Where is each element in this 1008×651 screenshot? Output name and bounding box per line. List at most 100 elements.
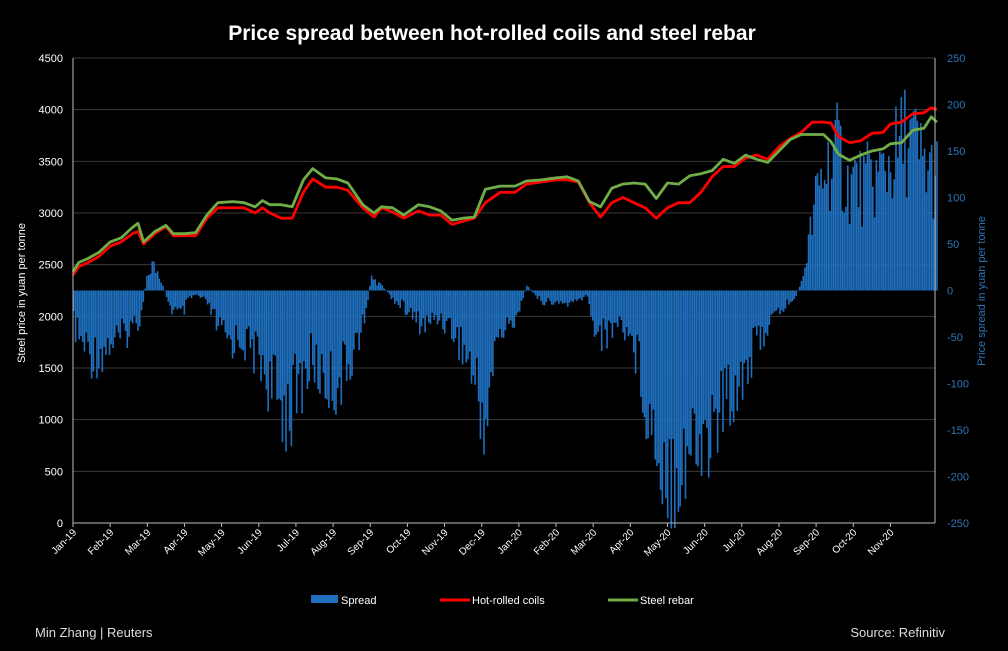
spread-bar: [235, 290, 237, 326]
spread-bar: [538, 290, 541, 297]
spread-bar: [78, 290, 80, 340]
x-tick-label: Jan-19: [50, 527, 80, 557]
spread-bar: [204, 290, 207, 300]
spread-bar: [834, 119, 837, 291]
left-tick-label: 0: [57, 518, 63, 530]
spread-bar: [411, 290, 414, 320]
chart-title: Price spread between hot-rolled coils an…: [228, 22, 756, 45]
spread-bar: [263, 290, 266, 375]
spread-bar: [615, 290, 617, 323]
spread-bar: [110, 290, 113, 345]
spread-bar: [695, 290, 698, 465]
spread-bar: [547, 290, 549, 299]
right-tick-label: 50: [947, 239, 959, 251]
spread-bar: [351, 290, 353, 377]
spread-bar: [158, 278, 161, 291]
legend-label: Spread: [341, 595, 376, 607]
spread-bar: [397, 290, 400, 306]
spread-bar: [645, 290, 648, 440]
spread-bar: [279, 290, 282, 401]
spread-bar: [313, 290, 316, 383]
spread-bar: [861, 226, 863, 291]
spread-bar: [367, 290, 369, 301]
spread-bar: [174, 290, 177, 307]
spread-bar: [611, 290, 614, 339]
spread-bar: [228, 290, 230, 336]
spread-bar: [761, 290, 764, 327]
spread-bar: [285, 290, 287, 452]
x-tick-label: Mar-20: [569, 527, 599, 557]
spread-bar: [738, 290, 740, 387]
spread-bar: [81, 290, 84, 342]
spread-bar: [527, 286, 530, 291]
spread-bar: [424, 290, 426, 333]
spread-bar: [472, 290, 475, 376]
spread-bar: [196, 290, 198, 295]
spread-bar: [238, 290, 241, 348]
spread-bar: [520, 290, 523, 301]
spread-bar: [149, 273, 152, 291]
x-tick-label: May-19: [196, 527, 228, 559]
spread-bar: [187, 290, 189, 298]
spread-bar: [451, 290, 453, 340]
spread-bar: [920, 123, 922, 291]
spread-bar: [600, 290, 603, 352]
spread-bar: [121, 290, 123, 319]
spread-bar: [684, 290, 687, 499]
spread-bar: [804, 267, 806, 291]
spread-bar: [764, 290, 767, 333]
right-tick-label: 0: [947, 286, 953, 298]
legend-label: Steel rebar: [640, 595, 694, 607]
x-tick-label: May-20: [642, 527, 674, 559]
spread-bar: [402, 290, 405, 302]
spread-bar: [108, 290, 111, 356]
spread-bar: [781, 290, 783, 311]
spread-bar: [294, 290, 296, 354]
spread-bar: [568, 290, 571, 303]
spread-bar: [344, 290, 346, 345]
spread-bar: [420, 290, 423, 327]
spread-bar: [458, 290, 460, 361]
spread-bar: [923, 148, 926, 291]
spread-bar: [588, 290, 591, 305]
spread-bar: [936, 141, 938, 291]
right-tick-label: -200: [947, 472, 969, 484]
spread-bar: [797, 290, 799, 292]
spread-bar: [354, 290, 357, 334]
right-tick-label: -100: [947, 379, 969, 391]
spread-bar: [429, 290, 432, 325]
spread-bar: [124, 290, 127, 332]
hrc-line: [71, 106, 938, 276]
spread-bar: [433, 290, 435, 320]
spread-bar: [802, 275, 805, 291]
spread-bar: [415, 290, 418, 323]
spread-bar: [807, 234, 810, 291]
spread-bar: [274, 290, 277, 356]
spread-bar: [847, 165, 849, 291]
spread-bar: [845, 206, 847, 291]
spread-bar: [190, 290, 193, 299]
spread-bar: [722, 290, 724, 432]
spread-bar: [554, 290, 557, 303]
right-tick-label: 200: [947, 100, 965, 112]
spread-bar: [242, 290, 245, 351]
spread-bar: [215, 290, 218, 331]
spread-bar: [156, 271, 159, 291]
spread-bar: [522, 290, 525, 299]
left-tick-label: 500: [45, 466, 63, 478]
spread-bar: [509, 290, 512, 321]
spread-bar: [240, 290, 243, 350]
spread-bar: [163, 290, 166, 291]
spread-bar: [447, 290, 450, 319]
spread-bar: [873, 217, 876, 291]
spread-bar: [822, 188, 824, 291]
spread-bar: [827, 142, 829, 291]
spread-bar: [647, 290, 649, 439]
spread-bar: [499, 290, 501, 330]
spread-bar: [199, 290, 202, 298]
spread-bar: [477, 290, 480, 402]
spread-bar: [106, 290, 109, 338]
spread-bar: [135, 290, 138, 324]
spread-bar: [677, 290, 680, 512]
spread-bar: [693, 290, 696, 414]
